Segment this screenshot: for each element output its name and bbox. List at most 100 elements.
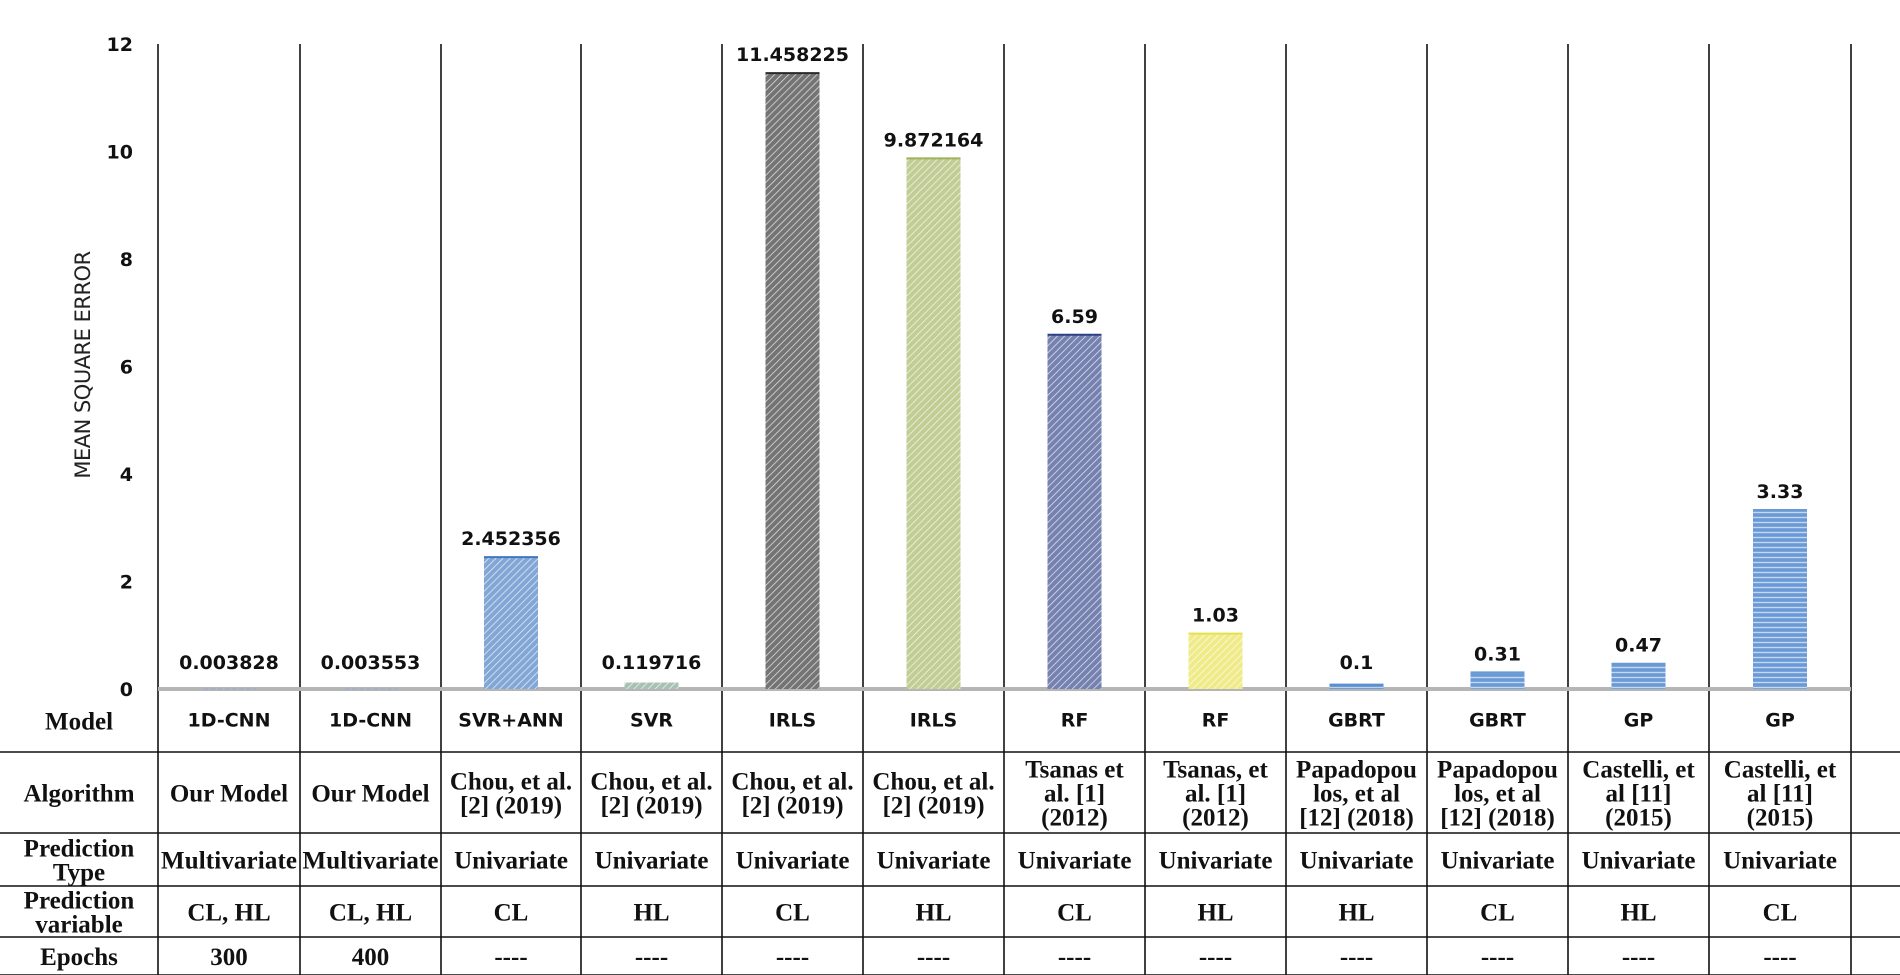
cell-model: 1D-CNN [188,710,271,732]
bar-group [906,157,961,689]
y-axis-title: MEAN SQUARE ERROR [71,251,95,478]
row-header-prediction-type: Prediction [24,836,135,863]
cell-algorithm: Chou, et al. [590,769,712,796]
cell-prediction-variable: HL [1338,900,1374,927]
cell-prediction-variable: CL, HL [187,900,270,927]
cell-epochs: ---- [1340,944,1373,971]
bar-group [1753,509,1807,689]
cell-epochs: 400 [352,944,390,971]
row-header-model: Model [45,709,113,736]
y-tick-label: 4 [120,464,133,486]
bar-texture [1753,510,1807,689]
cell-prediction-type: Univariate [1159,848,1273,875]
cell-algorithm: al. [1] [1185,781,1246,808]
bar-texture [1470,672,1525,689]
cell-prediction-variable: CL [1763,900,1798,927]
data-label: 0.31 [1474,643,1521,665]
data-label: 0.1 [1340,652,1374,674]
cell-epochs: ---- [494,944,527,971]
cell-algorithm: Chou, et al. [450,769,572,796]
bar-texture [1611,663,1666,689]
bar-group [343,688,398,690]
cell-model: IRLS [910,710,958,732]
cell-algorithm: [2] (2019) [741,793,843,820]
cell-model: SVR+ANN [458,710,563,732]
data-label: 6.59 [1051,306,1098,328]
cell-algorithm: Papadopou [1437,757,1558,784]
row-header-prediction-variable: variable [35,912,123,939]
cell-model: RF [1202,710,1230,732]
bar-group [1611,662,1666,689]
bar-group [765,72,820,689]
y-tick-label: 8 [120,249,133,271]
bar-group [1047,333,1102,689]
cell-algorithm: Chou, et al. [731,769,853,796]
bar-texture [202,688,256,690]
cell-algorithm: Tsanas, et [1163,757,1268,784]
cell-epochs: ---- [1763,944,1796,971]
cell-prediction-variable: CL [494,900,529,927]
cell-algorithm: [2] (2019) [460,793,562,820]
cell-prediction-type: Multivariate [161,848,297,875]
bar-texture [624,682,679,689]
data-label: 2.452356 [461,528,561,550]
data-label: 9.872164 [884,129,984,151]
cell-algorithm: al [11] [1747,781,1813,808]
cell-prediction-variable: CL [1057,900,1092,927]
cell-epochs: ---- [917,944,950,971]
cell-algorithm: al [11] [1606,781,1672,808]
bar-group [484,556,538,689]
cell-algorithm: Our Model [170,781,288,808]
cell-epochs: ---- [1622,944,1655,971]
cell-prediction-type: Univariate [595,848,709,875]
cell-prediction-variable: HL [1620,900,1656,927]
cell-algorithm: [12] (2018) [1299,805,1414,832]
cell-model: GBRT [1328,710,1385,732]
bar-group [624,682,679,689]
cell-prediction-type: Univariate [1723,848,1837,875]
cell-algorithm: Castelli, et [1582,757,1695,784]
cell-algorithm: Tsanas et [1025,757,1124,784]
cell-prediction-type: Univariate [736,848,850,875]
y-tick-label: 12 [107,34,133,56]
bar-texture [1188,633,1243,689]
y-tick-label: 2 [120,572,133,594]
data-label: 0.003828 [179,652,279,674]
cell-algorithm: Papadopou [1296,757,1417,784]
cell-prediction-variable: CL [1480,900,1515,927]
row-header-epochs: Epochs [40,944,118,971]
data-label: 1.03 [1192,605,1239,627]
cell-algorithm: [12] (2018) [1440,805,1555,832]
cell-algorithm: al. [1] [1044,781,1105,808]
cell-prediction-type: Univariate [454,848,568,875]
cell-prediction-variable: CL, HL [329,900,412,927]
cell-prediction-type: Univariate [1300,848,1414,875]
cell-epochs: ---- [1199,944,1232,971]
cell-epochs: ---- [635,944,668,971]
bar-texture [484,557,538,689]
cell-prediction-type: Multivariate [303,848,439,875]
cell-model: IRLS [769,710,817,732]
bar-texture [1047,334,1102,689]
cell-prediction-variable: HL [633,900,669,927]
cell-model: 1D-CNN [329,710,412,732]
y-tick-label: 10 [107,142,133,164]
data-label: 0.119716 [602,652,702,674]
cell-model: GP [1765,710,1795,732]
bar-texture [1329,683,1384,689]
data-label: 11.458225 [736,44,849,66]
cell-epochs: 300 [210,944,248,971]
cell-model: SVR [630,710,673,732]
row-header-prediction-type: Type [53,860,105,887]
data-label: 0.47 [1615,635,1662,657]
bar-texture [765,73,820,689]
bar-texture [906,158,961,689]
cell-algorithm: (2012) [1041,805,1108,832]
cell-prediction-type: Univariate [1018,848,1132,875]
y-tick-label: 6 [120,357,133,379]
cell-epochs: ---- [1058,944,1091,971]
cell-algorithm: (2012) [1182,805,1249,832]
bar-group [1188,632,1243,689]
bar-texture [343,688,398,690]
